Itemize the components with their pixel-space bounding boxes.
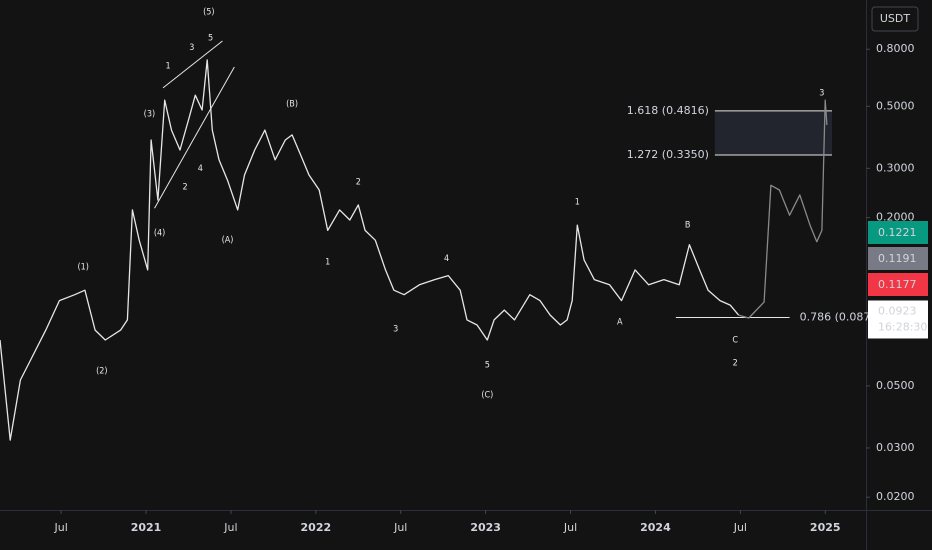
fib-zone [714,110,833,155]
wave-label: 3 [819,89,824,99]
wave-label: 4 [198,164,203,174]
x-tick-label: Jul [563,521,577,534]
fib-label: 1.272 (0.3350) [627,148,709,161]
y-tick-label: 0.8000 [876,42,915,55]
price-line [0,59,740,441]
price-tag [868,247,928,270]
wave-label: 5 [208,34,213,44]
x-tick-label: 2024 [640,521,671,534]
wave-label: C [732,335,738,345]
wave-label: (2) [96,366,107,376]
x-tick-label: 2021 [131,521,162,534]
price-line [738,99,828,319]
y-tick-label: 0.0200 [876,490,915,503]
x-tick-label: Jul [223,521,237,534]
price-tag [868,273,928,296]
wave-label: (C) [481,391,493,401]
wave-label: (1) [77,263,88,273]
wave-label: 2 [183,183,188,193]
wave-label: A [617,317,623,327]
wave-label: 5 [485,361,490,371]
fib-label: 0.786 (0.0878) [800,311,882,324]
y-tick-label: 0.5000 [876,99,915,112]
wave-label: (B) [286,99,298,109]
price-tag-label: 0.1191 [878,252,917,265]
y-tick-label: 0.2000 [876,211,915,224]
wave-label: 2 [356,178,361,188]
x-tick-label: Jul [733,521,747,534]
wave-label: B [685,221,691,231]
countdown: 16:28:30 [878,320,927,333]
price-tag-label: 0.1177 [878,278,917,291]
y-tick-label: 0.3000 [876,161,915,174]
x-tick-label: Jul [393,521,407,534]
wave-label: 3 [393,324,398,334]
trendline [162,40,223,89]
wave-label: 1 [325,257,330,267]
x-tick-label: 2025 [810,521,841,534]
wave-label: 4 [444,254,449,264]
wave-label: 3 [189,43,194,53]
wave-label: (3) [144,110,155,120]
trendline [154,66,235,209]
price-tag [868,221,928,244]
wave-label: 1 [575,198,580,208]
y-tick-label: 0.0500 [876,379,915,392]
currency-box[interactable] [871,6,919,32]
last-price: 0.0923 [878,304,917,317]
wave-label: 2 [733,358,738,368]
wave-label: (A) [222,236,234,246]
fib-label: 1.618 (0.4816) [627,104,709,117]
x-tick-label: 2022 [301,521,332,534]
x-tick-label: Jul [53,521,67,534]
wave-label: 1 [166,61,171,71]
currency: USDT [880,12,911,25]
x-tick-label: 2023 [470,521,501,534]
wave-label: (4) [154,229,165,239]
price-tag-label: 0.1221 [878,226,917,239]
wave-label: (5) [203,8,214,18]
y-tick-label: 0.0300 [876,441,915,454]
last-price-box [868,300,928,339]
